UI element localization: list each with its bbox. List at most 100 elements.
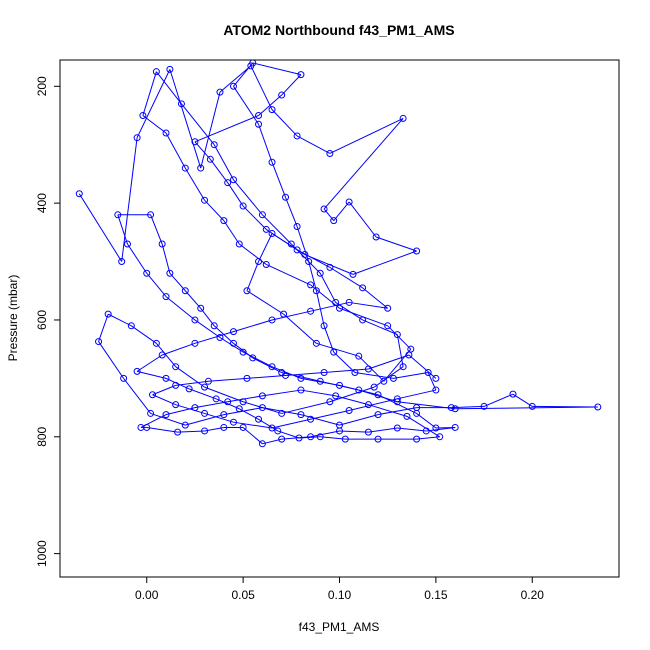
data-point — [326, 149, 334, 157]
data-point — [364, 401, 372, 409]
series-segment — [175, 380, 209, 386]
series-segment — [354, 372, 394, 379]
data-point — [345, 298, 353, 306]
data-point — [287, 240, 295, 248]
data-point — [330, 217, 338, 225]
data-point — [104, 310, 112, 318]
series-segment — [107, 313, 132, 327]
data-point — [432, 424, 440, 432]
series-segment — [416, 436, 440, 440]
series-segment — [204, 386, 244, 403]
series-segment — [396, 334, 404, 367]
series-segment — [219, 65, 252, 93]
x-tick-label: 0.00 — [135, 588, 159, 602]
series-segment — [329, 386, 375, 403]
series-segment — [310, 410, 350, 420]
series-segment — [194, 319, 221, 338]
data-point — [374, 411, 382, 419]
series-segment — [165, 296, 196, 321]
data-point — [384, 322, 392, 330]
data-point — [268, 424, 276, 432]
data-point — [307, 433, 315, 441]
series-segment — [296, 226, 310, 262]
data-point — [341, 435, 349, 443]
series-segment — [271, 418, 311, 429]
data-point — [364, 365, 372, 373]
data-point — [336, 381, 343, 389]
data-point — [174, 428, 182, 436]
series-segment — [233, 319, 273, 333]
data-point — [249, 354, 257, 362]
series-segment — [298, 436, 321, 439]
data-point — [114, 211, 122, 219]
series-segment — [252, 62, 302, 76]
series-segment — [339, 430, 369, 433]
data-point — [307, 281, 315, 289]
y-tick-label: 800 — [35, 426, 49, 446]
data-point — [451, 423, 459, 431]
data-point — [316, 433, 324, 441]
data-point — [393, 395, 401, 403]
series-segment — [483, 393, 514, 407]
series-segment — [300, 389, 336, 397]
data-point — [351, 369, 359, 377]
data-point — [432, 374, 440, 382]
series-segment — [362, 287, 389, 309]
data-point — [201, 409, 209, 417]
series-segment — [281, 74, 302, 96]
series-segment — [194, 331, 234, 344]
data-point — [345, 407, 353, 415]
data-point — [249, 60, 257, 67]
series-segment — [285, 197, 298, 227]
data-point — [239, 423, 247, 431]
data-point — [268, 316, 276, 324]
series-segment — [246, 374, 286, 379]
series-segment — [329, 266, 363, 289]
y-tick-label: 600 — [35, 310, 49, 330]
series-segment — [339, 384, 379, 396]
series-segment — [316, 342, 359, 357]
data-point — [403, 412, 411, 420]
data-point — [220, 217, 228, 225]
data-point — [320, 205, 328, 213]
series-segment — [184, 167, 205, 201]
series-segment — [121, 137, 138, 262]
data-point — [528, 402, 536, 410]
series-segment — [142, 71, 157, 116]
data-point — [216, 333, 224, 341]
data-point — [181, 287, 189, 295]
data-point — [359, 284, 367, 292]
series-segment — [246, 290, 284, 315]
data-point — [307, 307, 315, 315]
series-segment — [188, 388, 217, 400]
series-segment — [233, 421, 273, 429]
data-point — [268, 230, 276, 238]
data-point — [152, 68, 160, 76]
data-point — [278, 435, 286, 443]
data-point — [258, 404, 266, 412]
data-point — [280, 310, 288, 318]
series-segment — [184, 290, 202, 309]
series-segment — [375, 236, 417, 252]
data-point — [162, 293, 170, 301]
data-point — [210, 322, 218, 330]
data-point — [152, 339, 160, 347]
data-point — [262, 225, 270, 233]
data-point — [509, 390, 517, 398]
series-segment — [78, 193, 123, 262]
series-segment — [281, 401, 330, 414]
data-point — [297, 71, 305, 79]
data-point — [326, 398, 334, 406]
data-point — [191, 339, 199, 347]
series-segment — [323, 325, 335, 353]
data-point — [332, 392, 340, 400]
y-axis-label: Pressure (mbar) — [6, 275, 20, 362]
series-segment — [194, 115, 259, 143]
data-point — [181, 164, 189, 172]
data-point — [166, 269, 174, 277]
data-point — [172, 363, 180, 371]
chart-title: ATOM2 Northbound f43_PM1_AMS — [223, 22, 454, 38]
y-tick-label: 200 — [35, 76, 49, 96]
series-segment — [233, 179, 263, 216]
data-point — [293, 246, 301, 254]
